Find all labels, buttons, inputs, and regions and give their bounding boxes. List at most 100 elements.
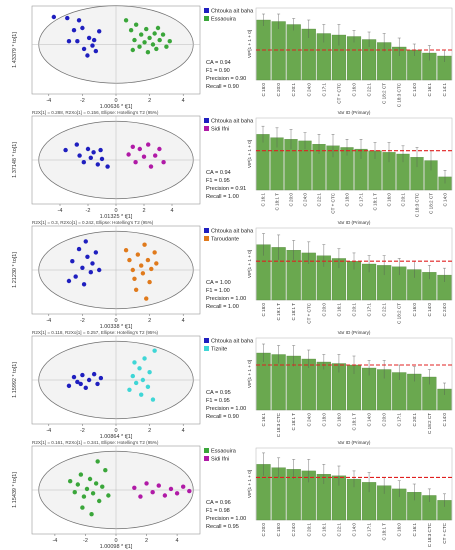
category-label: C 18:0 [261, 303, 266, 317]
category-label: C 20:1 [291, 83, 296, 97]
metric-label: F1 = 0.95 [206, 398, 230, 404]
metric-label: Recall = 0.90 [206, 84, 239, 90]
category-label: C 16:0 [336, 413, 341, 427]
y-axis-label: VIP[1 + 1 + 0] [247, 140, 252, 168]
data-point [86, 377, 92, 383]
category-label: C 24:0 [306, 83, 311, 97]
data-point [75, 39, 80, 44]
data-point [97, 498, 102, 504]
data-point [144, 296, 149, 301]
category-label: C 18:1 T [291, 303, 296, 321]
category-label: C 22:1 [336, 523, 341, 537]
metric-label: Recall = 1.00 [206, 304, 239, 310]
data-point [80, 25, 85, 31]
data-point [142, 356, 147, 361]
data-point [168, 486, 174, 492]
data-point [154, 46, 159, 52]
category-label: C 16:1 [321, 523, 326, 537]
x-tick-label: 2 [148, 98, 151, 104]
data-point [132, 360, 137, 365]
data-point [81, 282, 87, 287]
data-point [76, 18, 82, 23]
category-label: C 20:0 [261, 523, 266, 537]
x-tick-label: 4 [182, 428, 185, 434]
category-label: C 18:2 CT [397, 303, 402, 324]
data-point [78, 381, 83, 387]
data-point [153, 153, 158, 158]
data-point [103, 468, 108, 473]
data-point [128, 28, 134, 33]
category-label: C 22:1 [367, 83, 372, 97]
y-axis-label: 1.37148 * to[1] [12, 142, 18, 178]
data-point [100, 484, 105, 489]
category-label: C 20:1 [401, 193, 406, 207]
data-point [99, 156, 105, 162]
data-point [74, 142, 80, 147]
vip-plot-1: C 18:0 C 20:0 C 20:1 C 24:0 C 17:1 CT + CTC C … [247, 7, 453, 115]
legend-entry: Taroudante [211, 237, 239, 243]
y-axis-label: VIP[1 + 1 + 0] [247, 30, 252, 58]
data-point [81, 494, 87, 499]
category-label: C 16:1 [427, 83, 432, 97]
category-label: CT + CTC [336, 82, 341, 103]
data-point [75, 482, 81, 487]
legend-swatch [204, 8, 209, 13]
data-point [90, 491, 96, 496]
data-point [135, 252, 141, 257]
data-point [174, 491, 180, 496]
data-point [145, 50, 151, 55]
legend-swatch [204, 118, 209, 123]
data-point [89, 512, 94, 517]
data-point [123, 18, 129, 23]
data-point [66, 278, 72, 284]
data-point [67, 479, 73, 484]
x-tick-label: -4 [46, 98, 51, 104]
data-point [141, 154, 147, 159]
category-label: C 14:0 [443, 193, 448, 207]
metric-label: CA = 0.94 [206, 170, 231, 176]
data-point [140, 377, 146, 383]
data-point [147, 279, 152, 285]
category-label: C 18:3 CTC [397, 82, 402, 107]
data-point [156, 483, 161, 488]
score-plot-2: -4 -2 0 2 4 1.01325 * t[1]R2X[1] = 0.3, R2Xo[… [12, 115, 254, 225]
x-tick-label: -4 [52, 538, 57, 544]
x-tick-label: 0 [114, 428, 117, 434]
data-point [98, 147, 103, 153]
category-label: C 24:0 [442, 303, 447, 317]
data-point [142, 40, 147, 45]
x-axis-label: 1.00864 * t[1] [100, 434, 133, 440]
legend-swatch [204, 236, 209, 241]
legend-swatch [204, 338, 209, 343]
category-label: C 18:1 T [291, 413, 296, 431]
category-label: C 20:0 [289, 193, 294, 207]
x-tick-label: 4 [182, 318, 185, 324]
data-point [148, 164, 154, 169]
metric-label: CA = 1.00 [206, 280, 231, 286]
metric-label: Precision = 1.00 [206, 296, 246, 302]
data-point [133, 22, 139, 27]
score-plot-3: -4 -2 0 2 4 1.00338 * t[1]R2X[1] = 0.118, R2X… [12, 225, 254, 335]
category-label: C 16:0 [397, 523, 402, 537]
data-point [157, 146, 162, 152]
data-point [80, 265, 85, 270]
category-label: C 19:1 T [276, 303, 281, 321]
data-point [90, 43, 95, 48]
data-point [145, 257, 151, 263]
data-point [155, 25, 161, 31]
metric-label: Recall = 1.00 [206, 194, 239, 200]
category-label: C 18:3 CTC [276, 412, 281, 437]
metric-label: F1 = 0.90 [206, 68, 230, 74]
data-point [88, 155, 94, 160]
data-point [147, 369, 152, 375]
category-label: C 17:1 [367, 303, 372, 317]
data-point [86, 35, 92, 41]
data-point [187, 488, 192, 494]
metric-label: Precision = 1.00 [206, 516, 246, 522]
data-point [132, 276, 137, 281]
metric-label: F1 = 1.00 [206, 288, 230, 294]
data-point [144, 26, 149, 32]
legend-entry: Chtouka ait baha [211, 119, 254, 125]
data-point [93, 250, 99, 255]
data-point [132, 485, 137, 490]
